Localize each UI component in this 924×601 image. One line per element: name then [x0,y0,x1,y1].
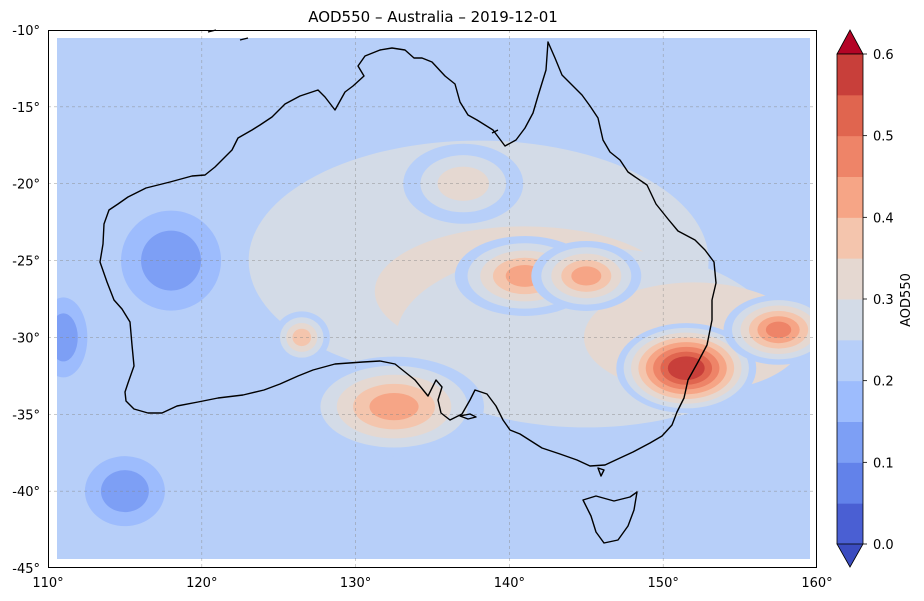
colorbar-level-swatch [837,380,863,422]
colorbar-levels [837,54,863,545]
colorbar-level-swatch [837,135,863,177]
colorbar-ticks: 0.0 0.1 0.2 0.3 0.4 0.5 0.6 [863,48,894,553]
colorbar-level-swatch [837,94,863,137]
colorbar-level-swatch [837,421,863,463]
colorbar-tick-label: 0.2 [873,375,894,390]
contour-ring [675,361,698,376]
lon-tick-label: 110° [32,576,63,591]
lon-tick-label: 130° [340,576,371,591]
contour-ring [369,392,419,421]
colorbar-tick-label: 0.5 [873,130,894,145]
colorbar-tick-label: 0.3 [873,293,894,308]
lat-tick-label: -25° [12,255,40,270]
lat-tick-label: -40° [12,485,40,500]
gridlines [48,30,817,568]
contour-ring [571,266,602,286]
colorbar-level-swatch [837,258,863,300]
colorbar-over-triangle [836,29,864,55]
map-border [48,30,817,568]
contour-ring [765,321,792,338]
aod-contour-field [57,38,810,559]
lat-tick-label: -30° [12,331,40,346]
lat-tick-label: -45° [12,562,40,577]
colorbar-level-swatch [837,54,863,96]
lat-tick-label: -15° [12,101,40,116]
colorbar-level-swatch [837,176,863,218]
coastline-tasmania [582,491,638,544]
map-panel: 110° 120° 130° 140° 150° 160° -10° -15° -20° -25… [12,24,832,591]
lon-tick-label: 160° [801,576,832,591]
lon-tick-label: 140° [494,576,525,591]
colorbar: 0.0 0.1 0.2 0.3 0.4 0.5 0.6 AOD550 [836,29,914,568]
colorbar-level-swatch [837,299,863,341]
colorbar-tick-label: 0.4 [873,211,894,226]
colorbar-tick-label: 0.1 [873,456,894,471]
map-title: AOD550 – Australia – 2019-12-01 [308,8,558,26]
colorbar-label: AOD550 [899,273,914,327]
colorbar-under-triangle [836,543,864,568]
lat-tick-label: -35° [12,408,40,423]
colorbar-level-swatch [837,217,863,259]
colorbar-level-swatch [837,503,863,545]
colorbar-level-swatch [837,339,863,382]
colorbar-level-swatch [837,462,863,504]
longitude-axis: 110° 120° 130° 140° 150° 160° [32,576,832,591]
lon-tick-label: 150° [648,576,679,591]
coastline-kangaroo-island [459,413,477,420]
colorbar-tick-label: 0.6 [873,48,894,63]
lat-tick-label: -10° [12,24,40,39]
latitude-axis: -10° -15° -20° -25° -30° -35° -40° -45° [12,24,40,577]
colorbar-tick-label: 0.0 [873,538,894,553]
lat-tick-label: -20° [12,178,40,193]
contour-ring [100,470,149,513]
contour-ring [141,230,202,291]
lon-tick-label: 120° [186,576,217,591]
coastline-mainland [99,41,717,467]
